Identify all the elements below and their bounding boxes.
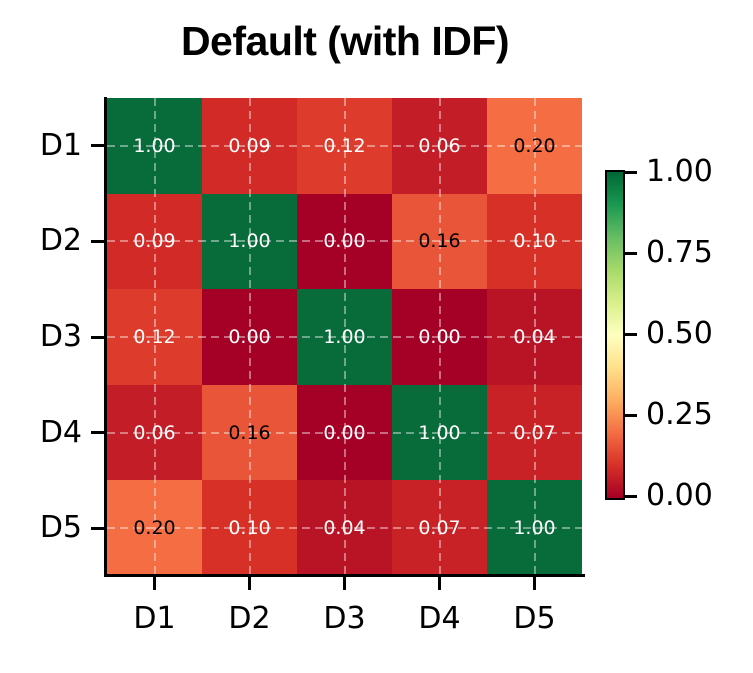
cell-value: 0.16 (418, 230, 461, 253)
x-tick-label: D3 (323, 601, 366, 636)
cell-value: 0.07 (418, 517, 461, 540)
cell-value: 1.00 (228, 230, 271, 253)
colorbar-tick (625, 170, 637, 174)
cell-value: 0.16 (228, 421, 271, 444)
cell-value: 1.00 (133, 134, 176, 157)
colorbar-tick (625, 251, 637, 255)
cell-value: 0.10 (228, 517, 271, 540)
cell-value: 0.04 (513, 325, 556, 348)
heatmap-grid: 1.00 0.09 0.12 0.06 0.20 0.09 1.00 0.00 0.16 0.10… (107, 98, 582, 576)
heatmap-cell: 0.09 (107, 193, 202, 290)
x-tick (438, 577, 441, 590)
heatmap-cell: 1.00 (202, 193, 297, 290)
cell-value: 0.00 (323, 421, 366, 444)
cell-value: 0.12 (323, 134, 366, 157)
cell-value: 0.09 (133, 230, 176, 253)
heatmap-cell: 0.07 (392, 480, 487, 576)
colorbar-tick (625, 413, 637, 417)
heatmap-cell: 0.20 (487, 98, 582, 194)
colorbar-tick-label: 0.75 (646, 235, 713, 270)
x-tick-label: D4 (418, 601, 461, 636)
cell-value: 0.20 (513, 134, 556, 157)
cell-value: 1.00 (418, 421, 461, 444)
heatmap-cell: 0.00 (297, 384, 392, 481)
cell-value: 0.00 (323, 230, 366, 253)
heatmap-cell: 0.16 (392, 193, 487, 290)
x-tick (533, 577, 536, 590)
heatmap-cell: 0.07 (487, 384, 582, 481)
x-tick (343, 577, 346, 590)
y-tick (91, 431, 104, 435)
x-tick-label: D2 (228, 601, 271, 636)
colorbar-tick (625, 332, 637, 336)
y-axis-spine (104, 97, 107, 577)
heatmap-cell: 0.06 (392, 98, 487, 194)
heatmap-cell: 0.12 (107, 289, 202, 385)
heatmap-cell: 1.00 (297, 289, 392, 385)
cell-value: 0.12 (133, 325, 176, 348)
heatmap-cell: 1.00 (107, 98, 202, 194)
colorbar-tick (625, 494, 637, 498)
cell-value: 1.00 (513, 517, 556, 540)
y-tick (91, 239, 104, 243)
colorbar-tick-label: 0.25 (646, 397, 713, 432)
cell-value: 0.09 (228, 134, 271, 157)
heatmap-cell: 0.06 (107, 384, 202, 481)
colorbar-tick-label: 0.50 (646, 316, 713, 351)
heatmap-cell: 0.04 (297, 480, 392, 576)
y-tick (91, 144, 104, 148)
x-tick (153, 577, 156, 590)
heatmap: 1.00 0.09 0.12 0.06 0.20 0.09 1.00 0.00 0.16 0.10… (107, 98, 582, 576)
heatmap-cell: 0.20 (107, 480, 202, 576)
cell-value: 0.20 (133, 517, 176, 540)
cell-value: 0.10 (513, 230, 556, 253)
cell-value: 0.07 (513, 421, 556, 444)
y-tick (91, 526, 104, 530)
y-tick-label: D5 (39, 510, 82, 546)
heatmap-cell: 0.12 (297, 98, 392, 194)
heatmap-cell: 0.00 (202, 289, 297, 385)
x-tick (248, 577, 251, 590)
heatmap-cell: 1.00 (392, 384, 487, 481)
heatmap-cell: 0.00 (392, 289, 487, 385)
heatmap-cell: 1.00 (487, 480, 582, 576)
y-tick-label: D3 (39, 319, 82, 354)
y-tick-label: D2 (39, 223, 82, 259)
colorbar-tick-label: 0.00 (646, 478, 713, 513)
cell-value: 0.00 (228, 325, 271, 348)
chart-title: Default (with IDF) (180, 18, 510, 64)
y-tick-label: D1 (39, 127, 82, 163)
cell-value: 0.06 (133, 421, 176, 444)
y-tick-label: D4 (39, 414, 82, 450)
heatmap-cell: 0.16 (202, 384, 297, 481)
cell-value: 0.00 (418, 325, 461, 348)
y-tick (91, 335, 104, 339)
heatmap-cell: 0.09 (202, 98, 297, 194)
heatmap-cell: 0.00 (297, 193, 392, 290)
heatmap-cell: 0.10 (202, 480, 297, 576)
x-axis-spine (104, 574, 585, 577)
cell-value: 0.06 (418, 134, 461, 157)
heatmap-cell: 0.10 (487, 193, 582, 290)
colorbar (605, 170, 625, 500)
x-tick-label: D1 (133, 601, 176, 636)
heatmap-cell: 0.04 (487, 289, 582, 385)
colorbar-tick-label: 1.00 (646, 154, 713, 189)
cell-value: 0.04 (323, 517, 366, 540)
cell-value: 1.00 (323, 325, 366, 348)
x-tick-label: D5 (513, 601, 556, 636)
